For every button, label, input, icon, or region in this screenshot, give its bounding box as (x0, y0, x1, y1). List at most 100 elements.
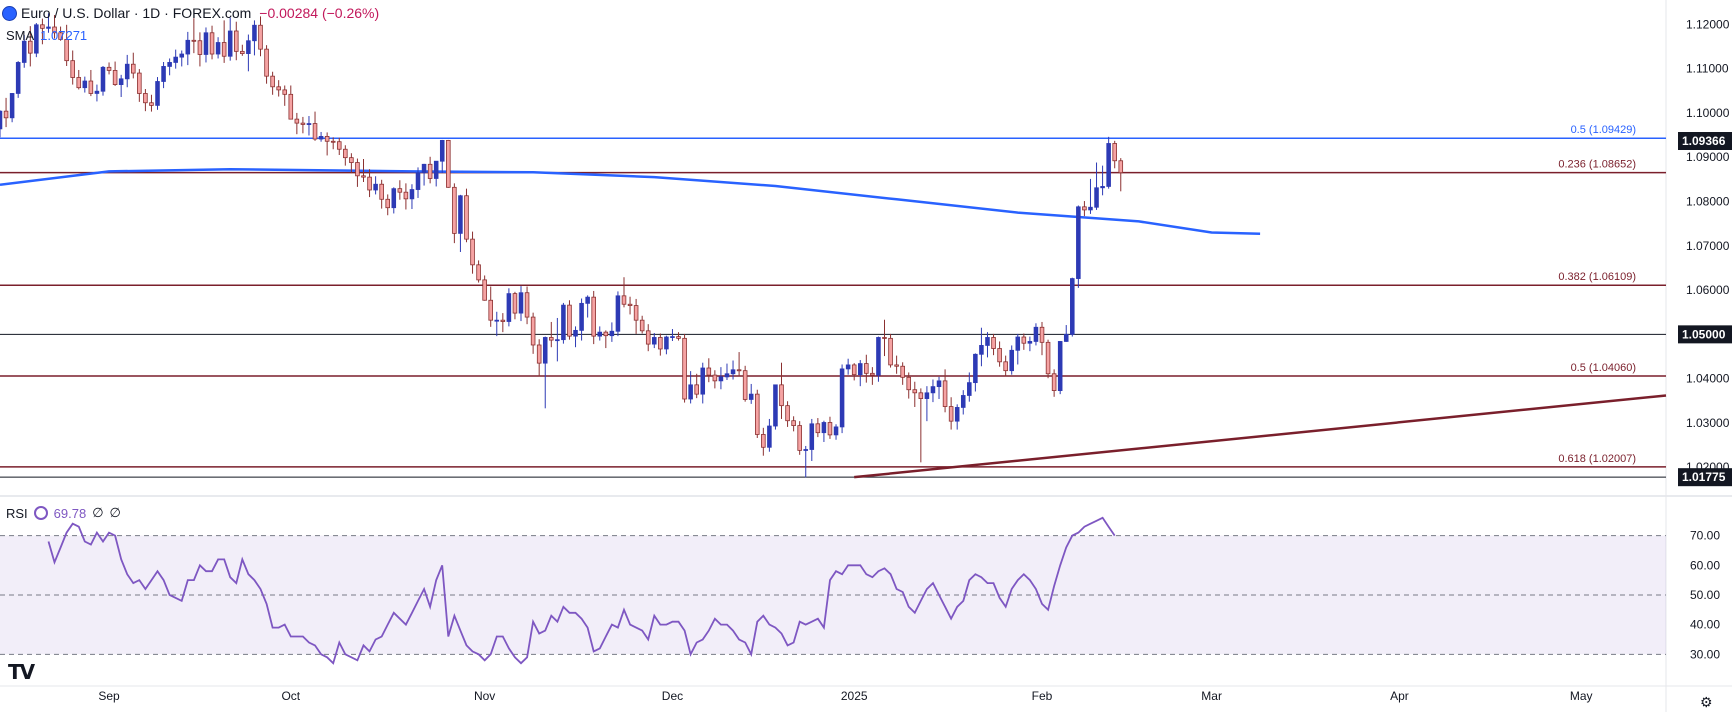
candle-body (997, 348, 1002, 363)
candle-body (336, 141, 342, 150)
candle-body (900, 365, 905, 378)
candle-body (318, 135, 324, 140)
rsi-tick-label: 70.00 (1690, 529, 1720, 543)
candle-body (742, 370, 748, 400)
candle-body (149, 102, 154, 106)
candle-body (433, 160, 439, 179)
candle-body (40, 24, 45, 29)
candle-body (688, 384, 693, 400)
candle-body (379, 183, 384, 200)
fib-label: 0.5 (1.09429) (1571, 124, 1636, 136)
candle-body (524, 292, 530, 318)
candle-body (639, 319, 645, 332)
candle-body (882, 337, 887, 339)
candle-body (555, 339, 560, 342)
candle-body (276, 86, 281, 91)
candle-body (264, 48, 269, 77)
candle-body (658, 337, 663, 350)
candle-body (64, 39, 69, 62)
sma-legend[interactable]: SMA 1.07271 (6, 28, 87, 43)
candle-body (373, 183, 378, 191)
candle-body (936, 380, 942, 388)
sma-value: 1.07271 (40, 28, 88, 43)
candle-body (191, 39, 197, 42)
candle-body (173, 56, 178, 63)
candle-body (567, 304, 572, 337)
candle-body (1070, 278, 1075, 335)
candle-body (906, 376, 912, 391)
candle-body (536, 344, 542, 364)
candle-body (603, 331, 609, 337)
price-tick-label: 1.03000 (1686, 416, 1730, 430)
candle-body (355, 162, 360, 177)
candle-body (403, 191, 409, 200)
fib-label: 0.382 (1.06109) (1558, 271, 1636, 283)
rsi-tick-label: 40.00 (1690, 618, 1720, 632)
candle-body (1021, 336, 1027, 344)
candle-body (767, 425, 772, 448)
candle-body (343, 148, 348, 159)
candle-body (464, 195, 469, 240)
candle-body (367, 176, 372, 191)
price-tick-label: 1.10000 (1686, 106, 1730, 120)
gear-icon[interactable]: ⚙ (1700, 694, 1713, 710)
sma-name: SMA (6, 28, 35, 43)
candle-body (252, 24, 257, 42)
candle-body (100, 66, 106, 92)
candle-body (833, 426, 839, 436)
candle-body (106, 66, 112, 71)
candle-body (203, 32, 209, 55)
candle-body (361, 175, 366, 178)
candle-body (664, 336, 669, 350)
candle-body (500, 319, 506, 322)
candle-body (1094, 187, 1099, 208)
candle-body (452, 186, 457, 234)
candle-body (470, 238, 475, 266)
candle-body (439, 139, 445, 162)
price-tag (1678, 468, 1732, 487)
candle-body (161, 66, 166, 82)
candle-body (803, 449, 809, 451)
candle-body (221, 42, 227, 57)
candle-body (518, 292, 524, 314)
forex-logo-icon (2, 5, 17, 21)
candle-body (985, 337, 990, 346)
candle-body (52, 26, 57, 34)
candle-body (579, 302, 584, 331)
candle-body (88, 80, 94, 94)
candle-body (797, 425, 802, 451)
candle-body (712, 374, 718, 382)
candle-body (446, 139, 451, 188)
candle-body (821, 422, 827, 434)
time-tick-label: Mar (1201, 689, 1222, 703)
candle-body (1051, 373, 1057, 391)
candle-body (948, 406, 954, 422)
candle-body (930, 386, 936, 394)
rsi-source-icon[interactable] (33, 506, 48, 520)
candle-body (851, 364, 857, 376)
rsi-tick-label: 30.00 (1690, 647, 1720, 661)
time-tick-label: Feb (1032, 689, 1053, 703)
rsi-name: RSI (6, 505, 28, 521)
candle-body (912, 389, 918, 394)
candle-body (385, 198, 391, 209)
candle-body (21, 40, 27, 63)
candle-body (506, 293, 512, 322)
candle-body (918, 392, 924, 399)
candle-body (1076, 206, 1081, 279)
tradingview-logo-icon[interactable]: TV (8, 660, 35, 684)
candle-body (870, 372, 875, 376)
candle-body (827, 422, 833, 436)
candle-body (458, 195, 463, 234)
rsi-line (47, 516, 1116, 665)
price-tick-label: 1.09000 (1686, 150, 1730, 164)
rsi-value: 69.78 (53, 505, 87, 521)
symbol-title[interactable]: Euro / U.S. Dollar · 1D · FOREX.com (21, 5, 252, 21)
time-tick-label: Apr (1390, 689, 1409, 703)
candle-body (330, 140, 336, 143)
candle-body (1100, 186, 1105, 189)
candle-body (967, 382, 972, 396)
candle-body (82, 80, 88, 89)
rsi-legend[interactable]: RSI 69.78 ∅ ∅ (6, 505, 121, 521)
